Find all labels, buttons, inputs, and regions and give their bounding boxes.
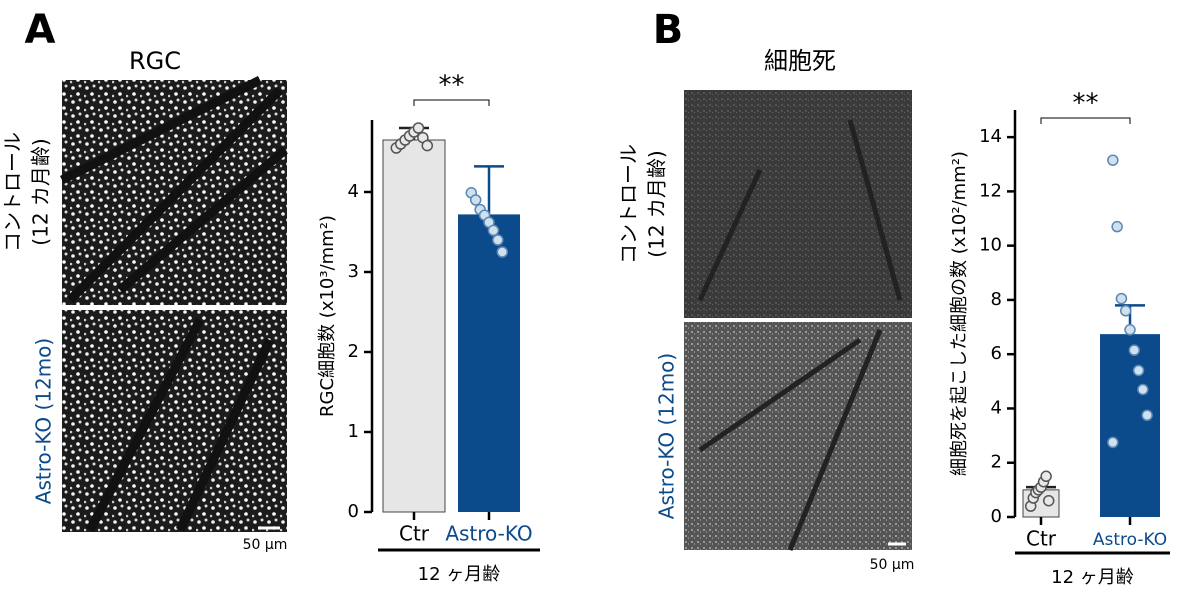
y-tick-label: 8: [991, 289, 1002, 310]
x-axis-label: 12 ヶ月齢: [418, 564, 501, 585]
y-tick-label: 0: [348, 501, 359, 522]
data-point: [1119, 305, 1132, 317]
data-point: [492, 234, 504, 246]
row-label: コントロール: [1, 132, 25, 252]
bar: [458, 214, 520, 512]
data-point: [412, 122, 425, 134]
y-axis-label: 細胞死を起こした細胞の数 (x10²/mm²): [949, 151, 970, 476]
data-point: [421, 139, 434, 152]
data-point: [1124, 324, 1136, 336]
data-point: [496, 246, 509, 258]
data-point: [1137, 383, 1149, 396]
data-point: [1107, 436, 1119, 449]
y-tick-label: 14: [979, 126, 1002, 147]
scale-bar-label: 50 μm: [870, 557, 915, 573]
vessel: [59, 75, 288, 533]
data-point: [1115, 292, 1128, 305]
y-axis-label: RGC細胞数 (x10³/mm²): [317, 215, 338, 417]
data-point: [1132, 364, 1145, 377]
error-bar: [474, 165, 504, 215]
significance-label: **: [439, 71, 465, 101]
y-tick-label: 1: [348, 421, 359, 442]
y-tick-label: 2: [991, 452, 1002, 473]
micrographs: [59, 75, 912, 551]
y-tick-label: 6: [991, 343, 1002, 364]
data-point: [487, 224, 500, 237]
data-point: [1040, 470, 1052, 483]
data-point: [1128, 344, 1141, 356]
x-tick-label: Astro-KO: [1093, 530, 1167, 550]
data-point: [1107, 154, 1119, 166]
y-tick-label: 12: [979, 180, 1002, 201]
y-tick-label: 0: [991, 506, 1002, 527]
x-axis-label: 12 ヶ月齢: [1051, 567, 1134, 588]
y-tick-label: 10: [979, 235, 1002, 256]
bar: [1100, 334, 1160, 517]
vessel: [697, 119, 903, 551]
image-title: 細胞死: [764, 47, 836, 75]
row-label: コントロール: [617, 144, 641, 264]
y-tick-label: 2: [348, 341, 359, 362]
image-title: RGC: [129, 47, 181, 75]
data-point: [1111, 220, 1123, 233]
data-point: [469, 194, 482, 206]
y-tick-label: 3: [348, 261, 359, 282]
x-tick-label: Ctr: [399, 522, 430, 546]
significance-label: **: [1073, 89, 1099, 119]
data-point: [1141, 409, 1153, 421]
y-tick-label: 4: [991, 397, 1002, 418]
micrograph: [684, 90, 912, 318]
y-tick-label: 4: [348, 181, 359, 202]
x-tick-label: Astro-KO: [445, 522, 532, 546]
row-label: Astro-KO (12mo): [32, 338, 56, 504]
significance-bracket: [1040, 117, 1131, 124]
panel-letter: B: [653, 7, 684, 53]
scale-bar-label: 50 μm: [243, 537, 288, 553]
row-label: (12 カ月齢): [29, 138, 53, 245]
row-label: (12 カ月齢): [645, 150, 669, 257]
significance-bracket: [413, 99, 490, 106]
x-tick-label: Ctr: [1026, 527, 1057, 551]
panel-letter: A: [25, 7, 56, 53]
row-label: Astro-KO (12mo): [655, 353, 679, 519]
bar: [382, 139, 446, 513]
micrograph: [62, 310, 287, 532]
data-point: [1042, 494, 1055, 507]
